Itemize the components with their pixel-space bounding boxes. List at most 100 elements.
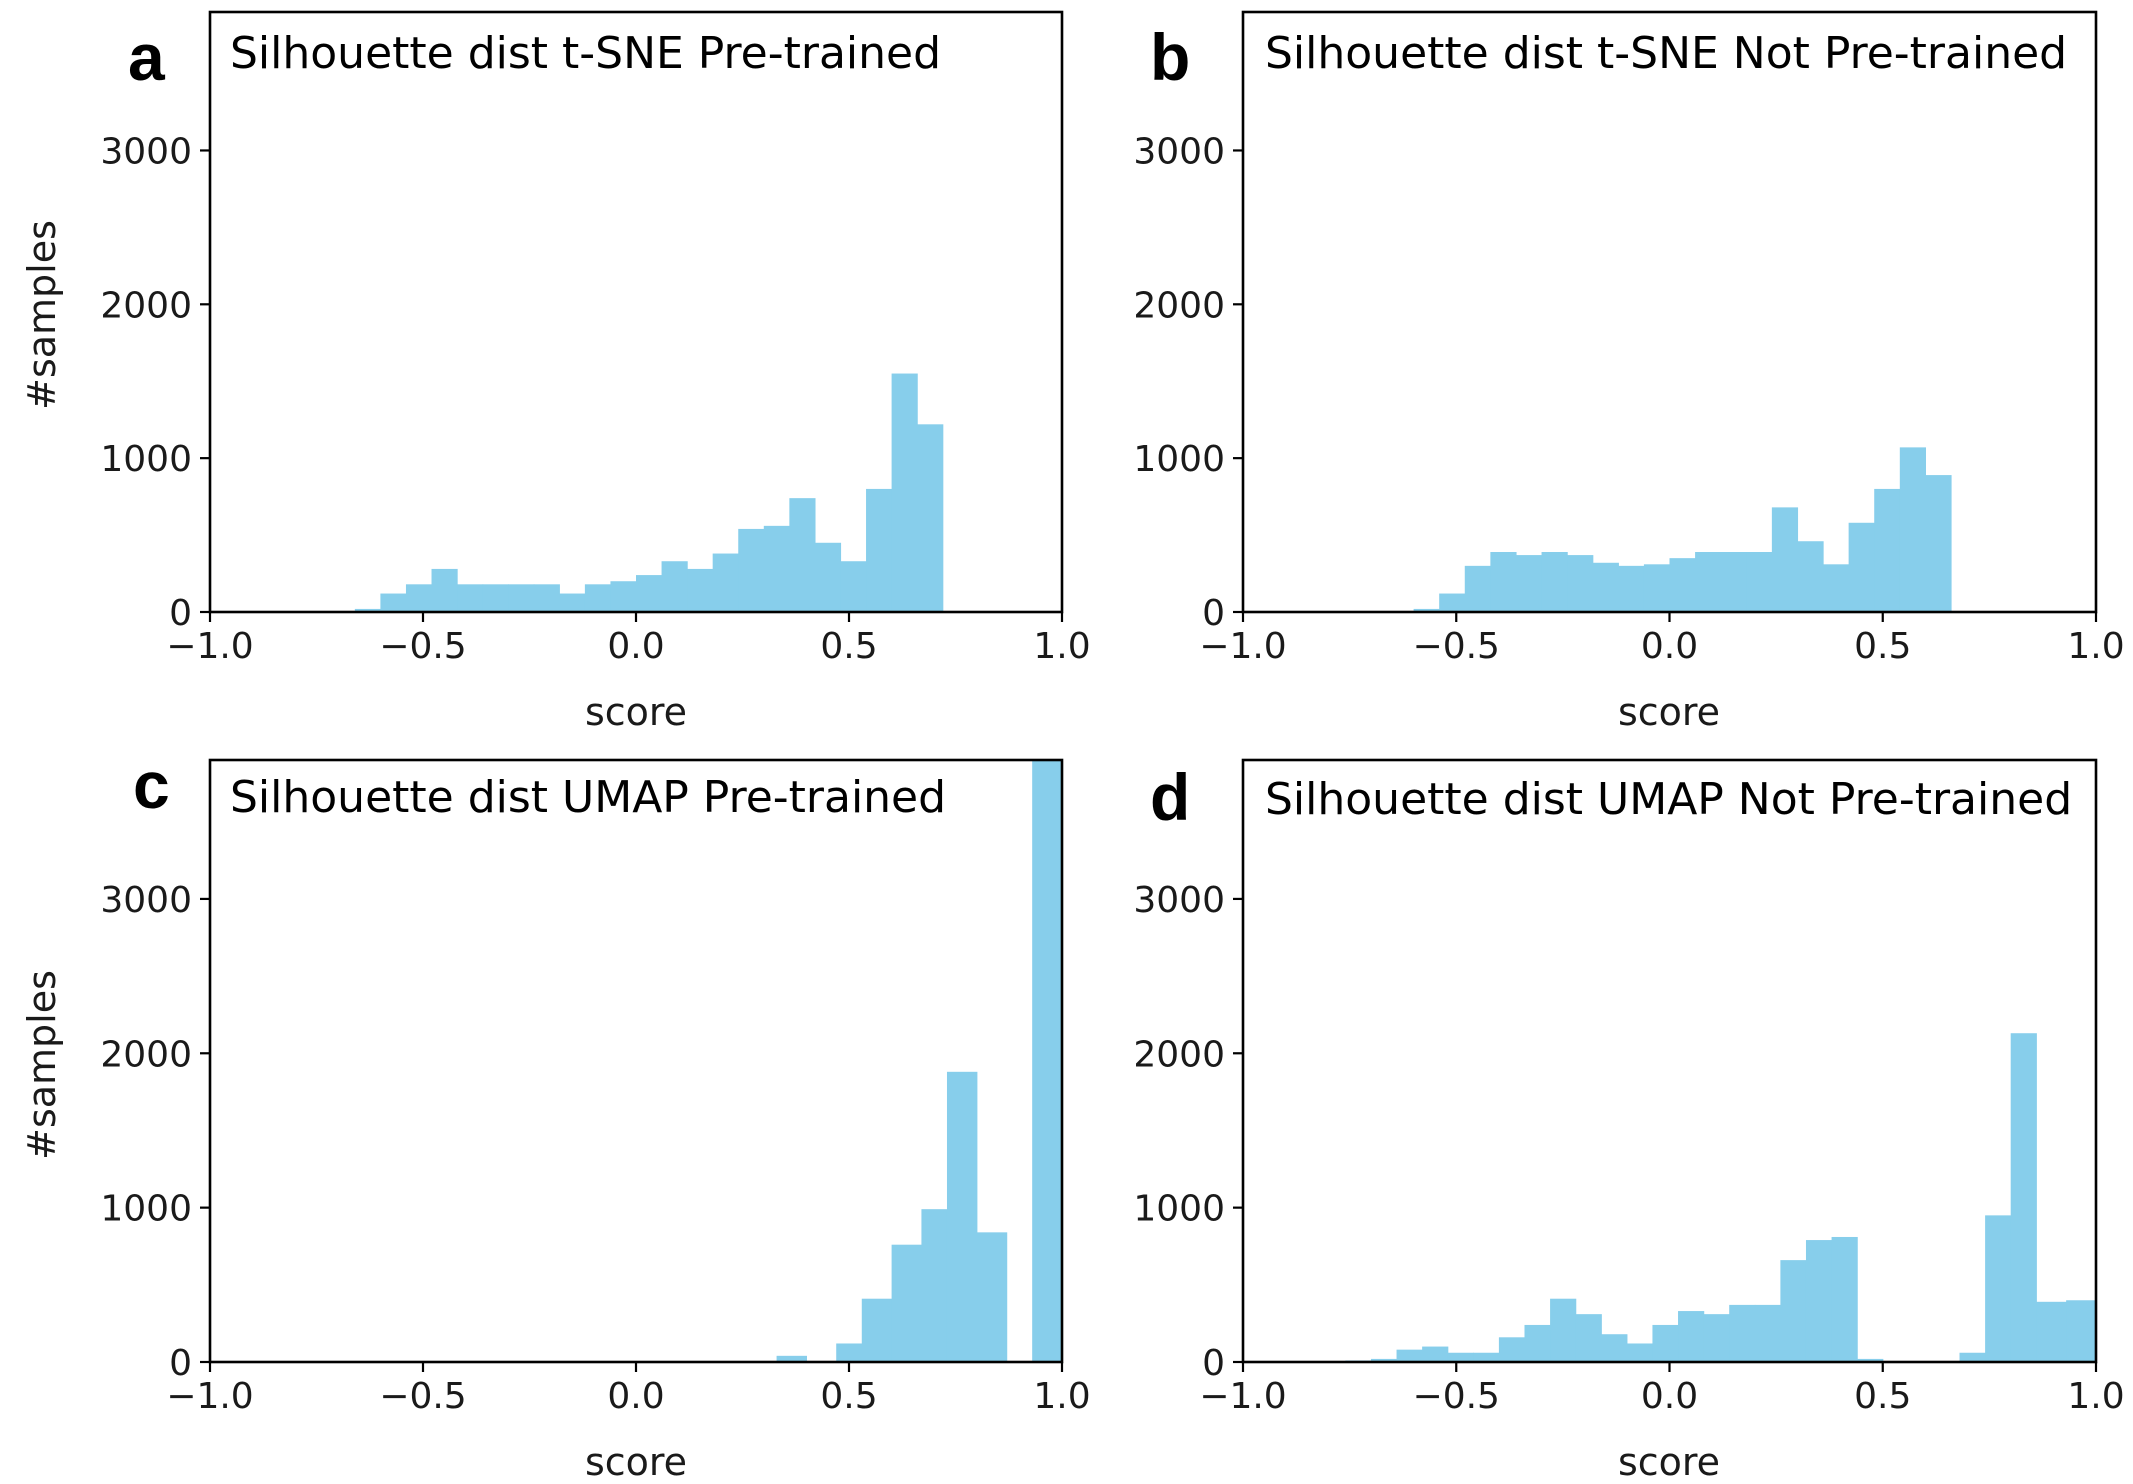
bar-d-9 — [1575, 1314, 1602, 1362]
bar-c-5 — [921, 1209, 948, 1362]
panel-letter-b: b — [1150, 20, 1190, 94]
bar-b-13 — [1746, 552, 1773, 612]
bar-a-10 — [610, 581, 637, 612]
y-tick-label-a-2: 2000 — [100, 285, 192, 326]
x-tick-label-c-0: −1.0 — [166, 1376, 253, 1417]
y-tick-label-d-0: 0 — [1202, 1343, 1225, 1384]
bar-d-10 — [1601, 1334, 1628, 1362]
bar-a-17 — [789, 498, 816, 612]
bar-a-1 — [380, 593, 407, 612]
bar-d-24 — [1959, 1352, 1986, 1362]
bar-a-22 — [917, 424, 944, 612]
y-tick-label-b-1: 1000 — [1133, 439, 1225, 480]
y-tick-label-b-0: 0 — [1202, 593, 1225, 634]
bar-d-27 — [2036, 1301, 2067, 1362]
y-tick-label-a-3: 3000 — [100, 131, 192, 172]
bar-c-4 — [891, 1244, 923, 1362]
bar-a-6 — [508, 584, 535, 612]
bar-d-11 — [1626, 1343, 1654, 1362]
y-tick-label-c-2: 2000 — [100, 1034, 192, 1075]
panel-d: d −1.0 −0.5 0.0 0.5 1.0 0 1000 2000 3000 Silhoue… — [1133, 758, 2125, 1484]
y-tick-label-c-3: 3000 — [100, 880, 192, 921]
bar-c-6 — [946, 1071, 978, 1362]
bar-a-8 — [559, 593, 586, 612]
bar-c-3 — [861, 1298, 893, 1362]
bar-d-5 — [1473, 1352, 1500, 1362]
x-tick-label-d-0: −1.0 — [1199, 1376, 1286, 1417]
bar-a-11 — [636, 575, 663, 612]
bar-a-4 — [457, 584, 484, 612]
bar-b-20 — [1925, 475, 1952, 612]
panel-title-d: Silhouette dist UMAP Not Pre-trained — [1265, 774, 2072, 825]
bar-d-15 — [1729, 1304, 1756, 1362]
bar-a-0 — [354, 608, 381, 612]
bar-d-25 — [1985, 1215, 2012, 1362]
bar-d-19 — [1831, 1236, 1858, 1362]
y-tick-label-d-3: 3000 — [1133, 880, 1225, 921]
bar-a-15 — [738, 528, 765, 612]
x-tick-label-b-3: 0.5 — [1854, 626, 1911, 667]
x-tick-label-a-2: 0.0 — [607, 626, 664, 667]
bar-b-6 — [1567, 555, 1594, 612]
panel-b: b −1.0 −0.5 0.0 0.5 1.0 0 1000 2000 3000 Silhoue… — [1133, 10, 2125, 734]
bar-a-3 — [431, 568, 458, 612]
bar-a-9 — [584, 584, 612, 612]
bar-a-13 — [687, 568, 714, 612]
x-tick-label-b-0: −1.0 — [1199, 626, 1286, 667]
x-tick-label-b-1: −0.5 — [1413, 626, 1500, 667]
x-axis-label-a: score — [585, 690, 687, 734]
bar-b-18 — [1874, 488, 1901, 612]
x-axis-label-c: score — [585, 1440, 687, 1484]
x-tick-label-c-2: 0.0 — [607, 1376, 664, 1417]
bar-a-16 — [763, 525, 790, 612]
bar-a-14 — [712, 553, 739, 612]
bar-d-28 — [2066, 1300, 2097, 1362]
y-tick-label-d-1: 1000 — [1133, 1189, 1225, 1230]
x-tick-label-c-4: 1.0 — [1033, 1376, 1090, 1417]
y-tick-label-c-1: 1000 — [100, 1189, 192, 1230]
bar-d-14 — [1703, 1314, 1730, 1362]
panel-a: a #samples −1.0 −0.5 0.0 0.5 1.0 0 1000 2000 300… — [20, 10, 1091, 734]
y-tick-label-a-1: 1000 — [100, 439, 192, 480]
bar-b-12 — [1720, 552, 1747, 612]
bar-c-7 — [976, 1232, 1008, 1362]
x-tick-label-b-2: 0.0 — [1641, 626, 1698, 667]
bar-b-9 — [1643, 564, 1671, 612]
bar-b-16 — [1823, 564, 1850, 612]
x-tick-label-d-3: 0.5 — [1854, 1376, 1911, 1417]
panel-c: c #samples −1.0 −0.5 0.0 0.5 1.0 0 1000 2000 300… — [20, 748, 1091, 1484]
bar-d-4 — [1447, 1352, 1474, 1362]
bar-b-10 — [1669, 558, 1696, 612]
bar-b-19 — [1899, 447, 1926, 612]
bar-a-20 — [866, 488, 893, 612]
x-axis-label-d: score — [1618, 1440, 1720, 1484]
bar-a-12 — [661, 561, 688, 612]
bar-d-1 — [1370, 1358, 1398, 1362]
y-axis-label-c: #samples — [20, 970, 64, 1160]
bar-a-21 — [891, 373, 918, 612]
bar-b-17 — [1848, 522, 1875, 612]
bar-b-4 — [1515, 555, 1543, 612]
bar-b-1 — [1439, 593, 1466, 612]
bar-b-14 — [1771, 507, 1799, 612]
y-tick-label-b-3: 3000 — [1133, 131, 1225, 172]
panel-title-b: Silhouette dist t-SNE Not Pre-trained — [1265, 28, 2067, 79]
bar-d-20 — [1857, 1358, 1884, 1362]
bar-b-15 — [1797, 541, 1824, 612]
bar-b-7 — [1592, 562, 1619, 612]
x-tick-label-a-4: 1.0 — [1033, 626, 1090, 667]
x-tick-label-c-3: 0.5 — [820, 1376, 877, 1417]
x-tick-label-b-4: 1.0 — [2067, 626, 2124, 667]
bar-d-17 — [1780, 1260, 1807, 1362]
bar-d-7 — [1524, 1324, 1551, 1362]
y-tick-label-d-2: 2000 — [1133, 1034, 1225, 1075]
panel-title-c: Silhouette dist UMAP Pre-trained — [230, 772, 946, 823]
bar-a-5 — [482, 584, 509, 612]
bar-d-26 — [2010, 1033, 2037, 1362]
panel-title-a: Silhouette dist t-SNE Pre-trained — [230, 28, 941, 79]
bar-d-8 — [1550, 1298, 1577, 1362]
bar-a-19 — [840, 561, 867, 612]
bar-a-7 — [533, 584, 560, 612]
x-tick-label-d-4: 1.0 — [2067, 1376, 2124, 1417]
